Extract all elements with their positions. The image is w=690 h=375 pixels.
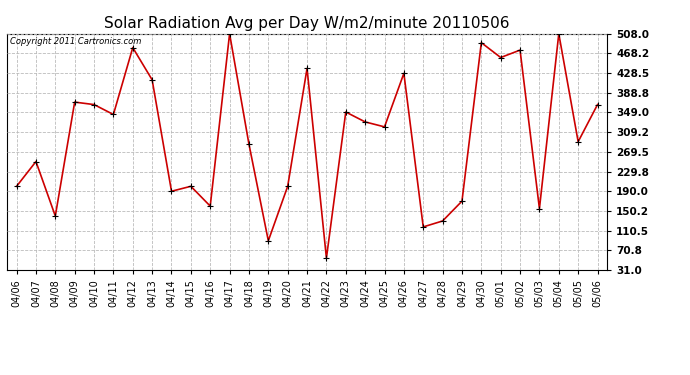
Title: Solar Radiation Avg per Day W/m2/minute 20110506: Solar Radiation Avg per Day W/m2/minute … [104, 16, 510, 31]
Text: Copyright 2011 Cartronics.com: Copyright 2011 Cartronics.com [10, 37, 141, 46]
